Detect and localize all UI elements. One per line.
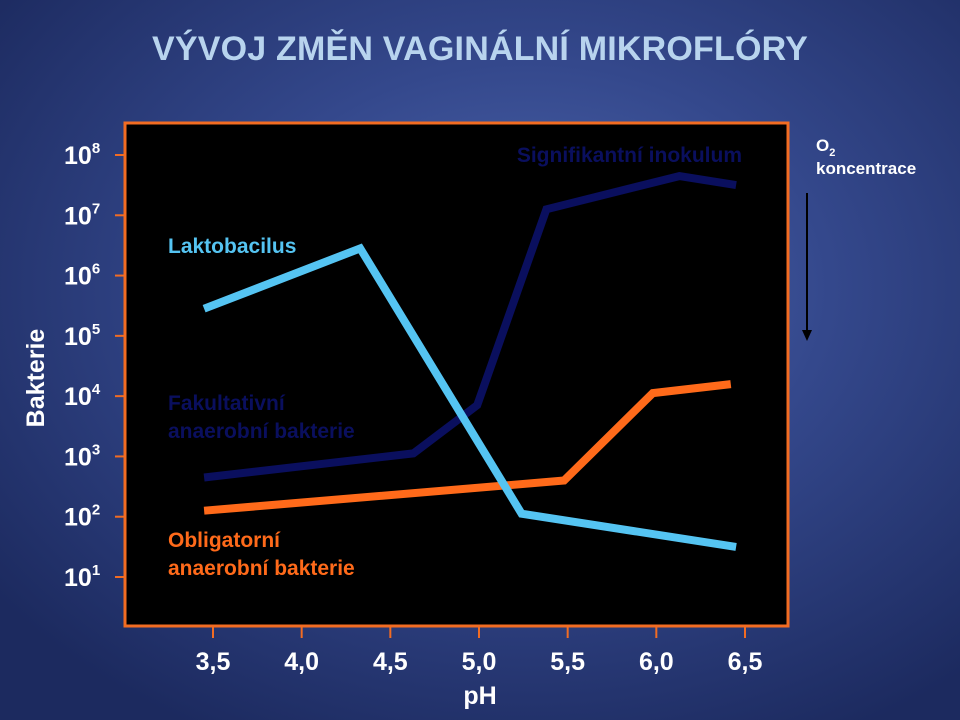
x-tick-label-3: 5,0 xyxy=(462,648,497,676)
series-label-facultative-line1: Fakultativní xyxy=(168,392,286,415)
y-tick-label-4: 104 xyxy=(64,381,101,411)
series-line-facultative xyxy=(203,172,737,482)
x-axis-title: pH xyxy=(463,682,496,710)
y-tick-label-8: 108 xyxy=(64,140,100,170)
y-tick-label-2: 102 xyxy=(64,502,100,532)
y-tick-label-6: 106 xyxy=(64,261,100,291)
x-tick-label-5: 6,0 xyxy=(639,648,674,676)
o2-symbol: O2 xyxy=(816,136,835,159)
series-label-facultative-line2: anaerobní bakterie xyxy=(168,420,355,443)
x-tick-label-1: 4,0 xyxy=(284,648,319,676)
series-line-lactobacillus xyxy=(202,243,737,551)
y-tick-label-3: 103 xyxy=(64,441,100,471)
x-axis: 3,5 4,0 4,5 5,0 5,5 6,0 6,5 xyxy=(196,626,763,676)
y-axis: 101 102 103 104 105 106 107 108 xyxy=(64,140,125,592)
series-lines xyxy=(202,172,737,551)
y-tick-label-5: 105 xyxy=(64,321,100,351)
annotation-significant-inoculum: Signifikantní inokulum xyxy=(517,144,742,167)
plot-frame xyxy=(123,121,790,628)
x-tick-label-4: 5,5 xyxy=(550,648,585,676)
series-label-obligate-line1: Obligatorní xyxy=(168,529,281,552)
y-axis-title: Bakterie xyxy=(22,329,50,428)
x-tick-label-2: 4,5 xyxy=(373,648,408,676)
y-tick-label-1: 101 xyxy=(64,562,100,592)
o2-word: koncentrace xyxy=(816,159,916,178)
series-label-obligate-line2: anaerobní bakterie xyxy=(168,557,355,580)
series-line-obligate xyxy=(203,380,732,515)
x-tick-label-0: 3,5 xyxy=(196,648,231,676)
o2-indicator: O2 koncentrace xyxy=(802,136,916,341)
x-tick-label-6: 6,5 xyxy=(728,648,763,676)
series-label-lactobacillus: Laktobacilus xyxy=(168,235,296,258)
y-tick-label-7: 107 xyxy=(64,200,100,230)
o2-arrow-down-icon xyxy=(802,330,812,341)
slide-title: VÝVOJ ZMĚN VAGINÁLNÍ MIKROFLÓRY xyxy=(151,30,808,68)
